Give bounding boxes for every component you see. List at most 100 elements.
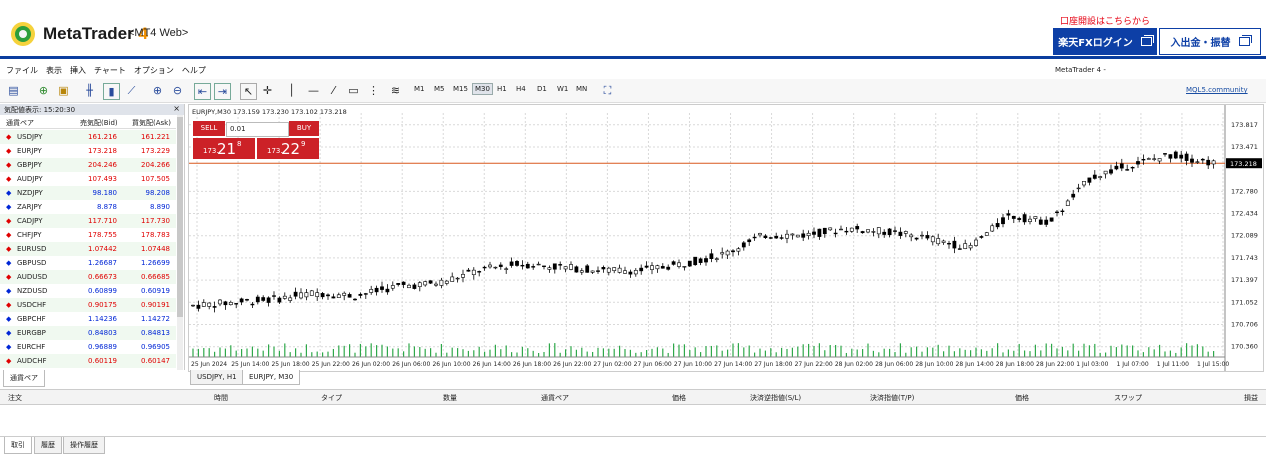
chart-shift-icon[interactable]: ⇥ [214, 83, 231, 100]
col-bid[interactable]: 売気配(Bid) [80, 119, 118, 127]
current-price-marker [1226, 158, 1262, 169]
buy-price[interactable]: 173. 22 9 [257, 138, 319, 159]
table-row[interactable]: ◆ EURCHF 0.96889 0.96905 [0, 340, 176, 354]
table-row[interactable]: ◆ NZDJPY 98.180 98.208 [0, 186, 176, 200]
candlestick-chart[interactable]: 173.817 173.471 173.218 172.780 172.434 172.0… [189, 105, 1263, 371]
deposit-button[interactable]: 入出金・振替 [1159, 28, 1261, 55]
candle-body [461, 273, 465, 278]
mql5-link[interactable]: MQL5.community [1186, 86, 1248, 94]
timeframe-m1[interactable]: M1 [414, 85, 425, 93]
timeframe-m30[interactable]: M30 [472, 83, 493, 95]
table-row[interactable]: ◆ USDJPY 161.216 161.221 [0, 130, 176, 144]
menu-view[interactable]: 表示 [46, 66, 62, 75]
ask-price: 8.890 [149, 203, 170, 211]
col-profit[interactable]: 損益 [1244, 394, 1258, 402]
table-row[interactable]: ◆ ZARJPY 8.878 8.890 [0, 200, 176, 214]
candle-body [849, 227, 854, 232]
text-label-icon[interactable]: ▭ [348, 84, 359, 97]
candle-body [1060, 210, 1065, 213]
table-row[interactable]: ◆ AUDCHF 0.60119 0.60147 [0, 354, 176, 368]
zoom-out-icon[interactable]: ⊖ [172, 84, 183, 97]
vertical-line-icon[interactable]: │ [288, 84, 295, 97]
col-price-current[interactable]: 価格 [1015, 394, 1029, 402]
table-row[interactable]: ◆ GBPUSD 1.26687 1.26699 [0, 256, 176, 270]
account-open-link[interactable]: 口座開設はこちらから [1060, 17, 1151, 27]
fullscreen-icon[interactable]: ⛶ [603, 83, 612, 97]
sell-button[interactable]: SELL [193, 121, 225, 136]
tab-journal[interactable]: 操作履歴 [63, 437, 105, 454]
login-button[interactable]: 楽天FXログイン [1053, 28, 1157, 55]
crosshair-icon[interactable]: ✛ [262, 84, 273, 97]
candle-body [1017, 218, 1022, 220]
cursor-icon[interactable]: ↖ [240, 83, 257, 100]
buy-button[interactable]: BUY [289, 121, 319, 136]
table-row[interactable]: ◆ EURJPY 173.218 173.229 [0, 144, 176, 158]
candle-body [677, 262, 681, 267]
col-price[interactable]: 価格 [672, 394, 686, 402]
col-symbol[interactable]: 通貨ペア [541, 394, 569, 402]
chart-panel[interactable]: 173.817 173.471 173.218 172.780 172.434 172.0… [188, 104, 1264, 372]
table-row[interactable]: ◆ USDCHF 0.90175 0.90191 [0, 298, 176, 312]
menu-file[interactable]: ファイル [6, 66, 38, 75]
chart-tab-usdjpy[interactable]: USDJPY, H1 [190, 370, 244, 385]
candle-body [817, 228, 822, 237]
close-icon[interactable]: × [173, 104, 180, 113]
profile-icon[interactable]: ⊕ [38, 84, 49, 97]
col-order[interactable]: 注文 [8, 394, 22, 402]
col-swap[interactable]: スワップ [1114, 394, 1142, 402]
timeframe-d1[interactable]: D1 [537, 85, 547, 93]
menu-chart[interactable]: チャート [94, 66, 126, 75]
candle-body [1038, 219, 1043, 225]
col-sl[interactable]: 決済逆指値(S/L) [750, 394, 802, 402]
table-row[interactable]: ◆ GBPCHF 1.14236 1.14272 [0, 312, 176, 326]
timeframe-h1[interactable]: H1 [497, 85, 507, 93]
horizontal-line-icon[interactable]: — [308, 84, 319, 97]
one-click-trading: SELL 0.01 BUY 173. 21 8 173. 22 9 [193, 121, 319, 159]
menu-options[interactable]: オプション [133, 66, 174, 75]
col-ask[interactable]: 買気配(Ask) [132, 119, 171, 127]
table-row[interactable]: ◆ EURUSD 1.07442 1.07448 [0, 242, 176, 256]
tab-history[interactable]: 履歴 [34, 437, 62, 454]
zoom-in-icon[interactable]: ⊕ [152, 84, 163, 97]
col-time[interactable]: 時間 [214, 394, 228, 402]
col-volume[interactable]: 数量 [443, 394, 457, 402]
col-type[interactable]: タイプ [321, 394, 342, 402]
candle-body [374, 287, 379, 293]
timeframe-w1[interactable]: W1 [557, 85, 569, 93]
scrollbar[interactable] [177, 115, 183, 370]
bar-chart-icon[interactable]: ╫ [86, 84, 93, 97]
line-chart-icon[interactable]: ⟋ [127, 83, 136, 97]
lot-input[interactable]: 0.01 [226, 122, 289, 137]
new-chart-icon[interactable]: ▤ [8, 84, 19, 97]
trend-line-icon[interactable]: ⁄ [332, 84, 335, 97]
candle-body [979, 236, 984, 238]
table-row[interactable]: ◆ AUDJPY 107.493 107.505 [0, 172, 176, 186]
col-tp[interactable]: 決済指値(T/P) [870, 394, 915, 402]
tab-symbols[interactable]: 通貨ペア [3, 370, 45, 387]
col-symbol[interactable]: 通貨ペア [6, 119, 34, 127]
timeframe-mn[interactable]: MN [576, 85, 588, 93]
templates-icon[interactable]: ▣ [58, 84, 69, 97]
channel-icon[interactable]: ⋮ [368, 84, 379, 97]
timeframe-m5[interactable]: M5 [434, 85, 445, 93]
menu-help[interactable]: ヘルプ [181, 66, 206, 75]
menu-insert[interactable]: 挿入 [70, 66, 86, 75]
candle-body [779, 237, 784, 239]
arrow-down-icon: ◆ [6, 175, 12, 183]
table-row[interactable]: ◆ AUDUSD 0.66673 0.66685 [0, 270, 176, 284]
fibonacci-icon[interactable]: ≋ [390, 84, 401, 97]
timeframe-m15[interactable]: M15 [453, 85, 468, 93]
table-row[interactable]: ◆ CADJPY 117.710 117.730 [0, 214, 176, 228]
candle-body [536, 263, 541, 266]
table-row[interactable]: ◆ GBPJPY 204.246 204.266 [0, 158, 176, 172]
chart-tab-eurjpy[interactable]: EURJPY, M30 [242, 370, 301, 385]
sell-price[interactable]: 173. 21 8 [193, 138, 255, 159]
candlestick-icon[interactable]: ▮ [103, 83, 120, 100]
timeframe-h4[interactable]: H4 [516, 85, 526, 93]
table-row[interactable]: ◆ EURGBP 0.84803 0.84813 [0, 326, 176, 340]
symbol-name: CADJPY [17, 217, 43, 225]
table-row[interactable]: ◆ CHFJPY 178.755 178.783 [0, 228, 176, 242]
table-row[interactable]: ◆ NZDUSD 0.60899 0.60919 [0, 284, 176, 298]
tab-trade[interactable]: 取引 [4, 437, 32, 454]
auto-scroll-icon[interactable]: ⇤ [194, 83, 211, 100]
